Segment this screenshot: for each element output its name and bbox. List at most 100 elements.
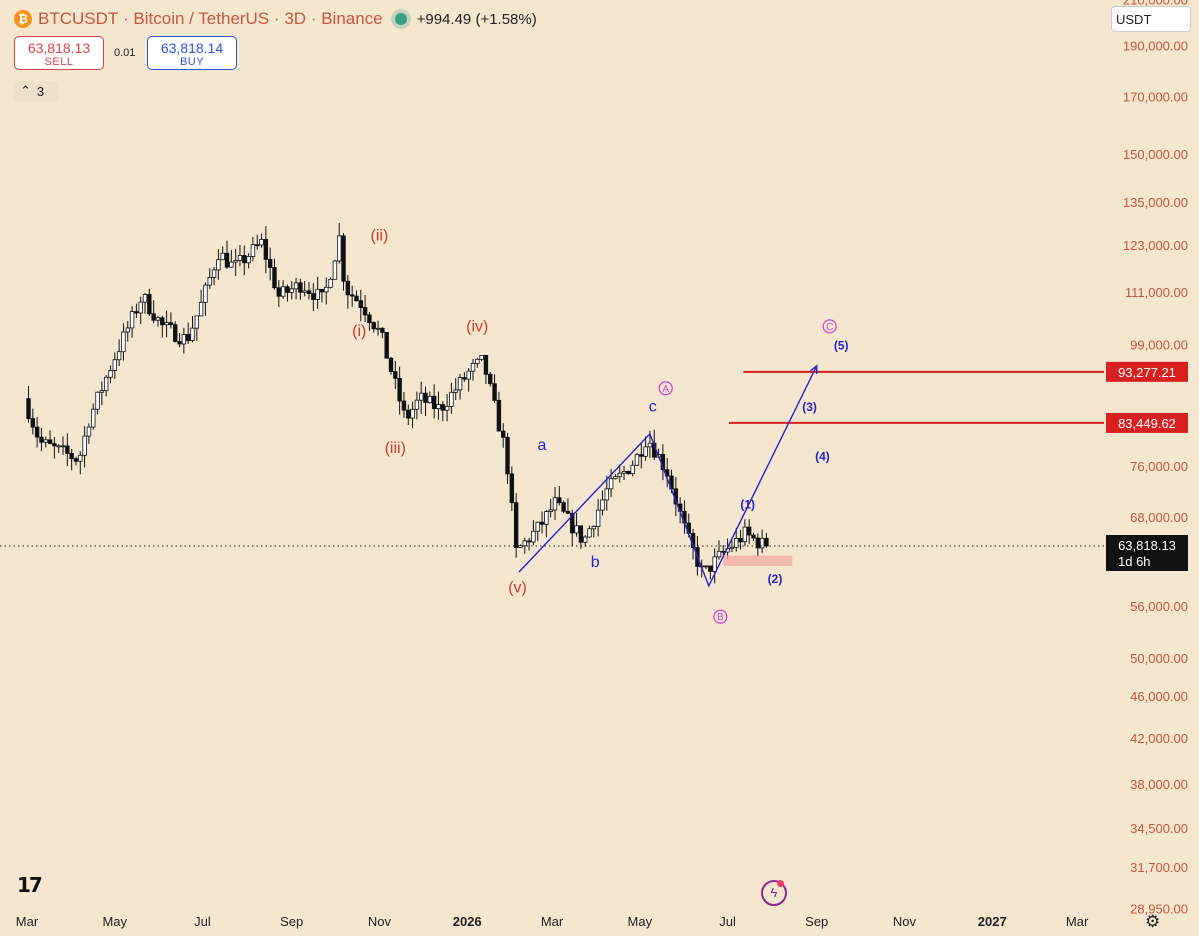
candle-body — [423, 392, 428, 403]
wave-label: (i) — [352, 323, 366, 340]
candle-body — [501, 430, 506, 438]
wave-label: b — [591, 554, 600, 571]
candle-body — [211, 269, 217, 278]
candle-body — [125, 327, 130, 333]
bitcoin-icon: ₿ — [14, 10, 32, 28]
y-tick-label: 68,000.00 — [1130, 510, 1188, 525]
gear-icon[interactable]: ⚙ — [1145, 912, 1161, 931]
candle-body — [617, 472, 622, 477]
candle-body — [224, 252, 230, 268]
candle-body — [587, 528, 592, 538]
candle-body — [557, 497, 562, 504]
buy-price: 63,818.14 — [160, 40, 224, 56]
candle-body — [246, 256, 251, 264]
candle-body — [237, 254, 243, 261]
candle-body — [518, 545, 523, 548]
candle-body — [255, 244, 260, 247]
candle-body — [91, 408, 96, 428]
candle-body — [406, 409, 411, 419]
candle-body — [289, 288, 294, 293]
y-tick-label: 34,500.00 — [1130, 821, 1188, 836]
symbol[interactable]: BTCUSDT — [38, 9, 119, 28]
y-tick-label: 38,000.00 — [1130, 777, 1188, 792]
candle-body — [488, 373, 493, 385]
candle-body — [108, 370, 113, 378]
wave-label: (1) — [740, 498, 755, 512]
candle-body — [626, 471, 631, 475]
candle-body — [203, 284, 208, 303]
candle-body — [337, 235, 342, 262]
lightning-icon[interactable]: ϟ — [761, 880, 787, 906]
candle-body — [738, 538, 743, 543]
candle-body — [544, 511, 549, 525]
candle-body — [99, 390, 105, 393]
candle-body — [30, 418, 36, 428]
candle-body — [591, 526, 597, 530]
x-tick-label: Mar — [16, 914, 39, 929]
buy-button[interactable]: 63,818.14 BUY — [147, 36, 237, 70]
candle-body — [466, 370, 471, 380]
candle-body — [440, 404, 445, 411]
candle-body — [229, 261, 234, 268]
candle-body — [595, 509, 601, 527]
wave-label: (iv) — [466, 318, 488, 335]
candle-body — [384, 332, 389, 359]
candle-body — [600, 499, 605, 511]
target-price-tag — [1106, 361, 1188, 382]
candle-body — [39, 436, 44, 443]
candle-body — [242, 254, 247, 264]
candle-body — [582, 536, 588, 543]
interval[interactable]: 3D — [284, 9, 307, 28]
tradingview-logo-icon[interactable]: 17 — [17, 873, 43, 897]
candle-body — [716, 550, 722, 558]
x-tick-label: 2026 — [453, 914, 482, 929]
candle-body — [311, 293, 316, 300]
candle-body — [82, 435, 87, 456]
candle-body — [496, 399, 502, 432]
current-price-label: 63,818.13 — [1118, 538, 1176, 553]
y-tick-label: 123,000.00 — [1123, 238, 1188, 253]
wave-label: (ii) — [371, 228, 389, 245]
candle-body — [168, 322, 174, 326]
candle-body — [505, 436, 510, 475]
candle-body — [414, 399, 420, 410]
x-tick-label: Nov — [893, 914, 917, 929]
candle-body — [759, 537, 765, 549]
candle-body — [729, 546, 735, 550]
wave-label-circle — [658, 381, 673, 396]
header-sep-3: · — [310, 9, 317, 28]
candle-body — [198, 301, 204, 317]
candle-body — [43, 439, 48, 443]
candle-body — [712, 556, 717, 572]
sell-button[interactable]: 63,818.13 SELL — [14, 36, 104, 70]
candle-body — [643, 446, 648, 457]
candle-body — [535, 521, 540, 532]
currency-select[interactable]: USDT — [1111, 6, 1191, 32]
market-open-icon — [394, 13, 407, 25]
y-tick-label: 50,000.00 — [1130, 651, 1188, 666]
candle-body — [319, 288, 325, 293]
candle-body — [332, 260, 338, 280]
candle-body — [276, 287, 281, 297]
wave-projection-line — [518, 365, 818, 588]
candles-group — [26, 222, 769, 584]
candle-body — [138, 301, 143, 314]
candle-body — [621, 471, 627, 474]
candle-body — [259, 239, 264, 246]
candle-body — [354, 295, 359, 302]
candle-body — [164, 322, 169, 326]
wave-label-circle — [713, 609, 728, 624]
candle-body — [207, 277, 212, 286]
candle-body — [185, 334, 191, 342]
candle-body — [181, 334, 187, 345]
candle-body — [604, 488, 609, 501]
candle-body — [103, 376, 109, 392]
y-tick-label: 111,000.00 — [1125, 285, 1188, 300]
candle-body — [513, 502, 519, 548]
candle-body — [315, 288, 320, 300]
candle-body — [721, 550, 726, 553]
candle-body — [647, 442, 653, 448]
wave-label-circle — [822, 319, 837, 334]
indicators-toggle[interactable]: ⌃ 3 — [14, 81, 58, 101]
